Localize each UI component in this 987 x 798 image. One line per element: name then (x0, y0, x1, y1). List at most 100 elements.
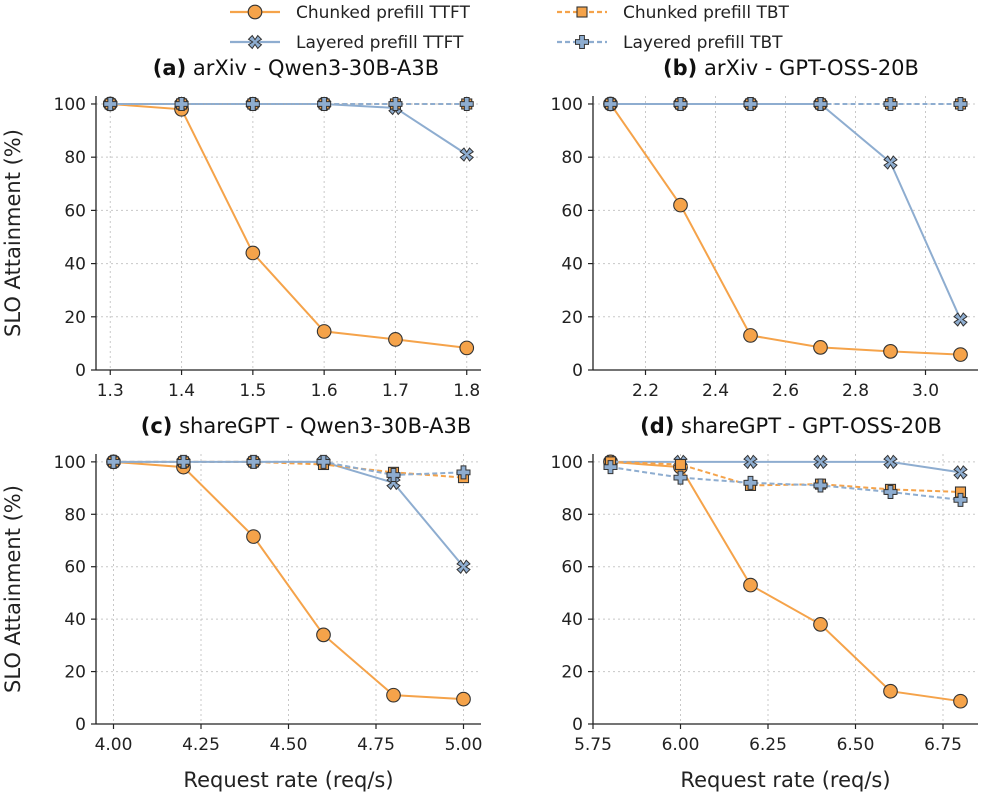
y-tick-label: 40 (561, 255, 583, 275)
x-tick-label: 2.8 (842, 381, 869, 401)
series-group (603, 454, 968, 709)
y-tick-label: 0 (75, 715, 86, 735)
y-tick-label: 20 (64, 308, 86, 328)
legend: Chunked prefill TTFT Chunked prefill TBT L… (230, 3, 790, 53)
data-point-chunked-prefill-ttft (456, 691, 471, 707)
data-point-layered-prefill-tbt (176, 454, 191, 469)
x-tick-label: 4.50 (270, 735, 308, 755)
legend-label: Chunked prefill TBT (623, 3, 790, 23)
y-tick-label: 60 (64, 558, 86, 578)
series-layered-prefill-tbt (106, 454, 471, 482)
x-axis-label: Request rate (req/s) (183, 768, 393, 792)
x-tick-label: 1.7 (382, 381, 409, 401)
series-line (609, 103, 961, 356)
panel-tag: (b) (663, 56, 697, 80)
data-point-layered-prefill-tbt (883, 96, 898, 111)
legend-marker-square (576, 6, 588, 18)
panel-c: 0 20 40 60 80 100 4.00 4.25 4.50 4.75 5.00 (c) shar… (1, 414, 482, 792)
data-point-layered-prefill-tbt (246, 454, 261, 469)
y-tick-label: 80 (64, 148, 86, 168)
data-point-chunked-prefill-ttft (245, 245, 261, 261)
y-tick-label: 100 (54, 453, 86, 473)
y-tick-label: 40 (64, 255, 86, 275)
x-tick-label: 5.75 (574, 735, 612, 755)
data-point-layered-prefill-tbt (388, 96, 403, 111)
series-line (610, 460, 961, 474)
series-line (113, 460, 464, 701)
data-point-layered-prefill-tbt (603, 460, 618, 475)
x-tick-label: 3.0 (912, 381, 939, 401)
x-tick-label: 2.6 (772, 381, 799, 401)
data-point-chunked-prefill-ttft (459, 340, 475, 356)
y-tick-label: 60 (561, 201, 583, 221)
data-point-layered-prefill-ttft (883, 454, 898, 470)
data-point-chunked-prefill-ttft (743, 328, 758, 343)
data-point-chunked-prefill-ttft (743, 577, 758, 593)
y-tick-label: 100 (551, 95, 583, 115)
y-tick-label: 20 (561, 663, 583, 683)
series-line (110, 102, 468, 156)
x-tick-label: 4.25 (182, 735, 220, 755)
x-tick-label: 6.00 (662, 735, 700, 755)
x-axis-label: Request rate (req/s) (680, 768, 890, 792)
x-tick-label: 6.25 (749, 735, 787, 755)
legend-label: Layered prefill TBT (623, 33, 783, 53)
x-tick-label: 4.75 (357, 735, 395, 755)
data-point-layered-prefill-tbt (459, 96, 474, 111)
data-point-layered-prefill-tbt (603, 96, 618, 111)
data-point-layered-prefill-tbt (456, 465, 471, 480)
data-point-layered-prefill-tbt (673, 470, 688, 485)
panel-title-spacer (186, 56, 193, 80)
y-tick-label: 0 (572, 715, 583, 735)
y-tick-label: 40 (561, 610, 583, 630)
data-point-layered-prefill-tbt (174, 96, 189, 111)
data-point-layered-prefill-ttft (953, 465, 968, 480)
panel-title-spacer (697, 56, 704, 80)
panel-tag: (d) (640, 414, 674, 438)
grid (96, 96, 481, 371)
legend-marker-circle (247, 4, 263, 20)
y-tick-label: 20 (64, 663, 86, 683)
panel-tag: (a) (153, 56, 186, 80)
series-group (603, 96, 968, 362)
panel-title: (a) arXiv - Qwen3-30B-A3B (153, 56, 439, 80)
y-tick-label: 0 (572, 361, 583, 381)
x-tick-label: 1.6 (311, 381, 338, 401)
grid (96, 454, 481, 725)
data-point-layered-prefill-tbt (673, 96, 688, 111)
y-tick-label: 40 (64, 610, 86, 630)
data-point-layered-prefill-tbt (316, 454, 331, 469)
data-point-layered-prefill-ttft (883, 155, 898, 170)
x-tick-label: 6.50 (837, 735, 875, 755)
panel-d: 0 20 40 60 80 100 5.75 6.00 6.25 6.50 6.75 (d) shar… (551, 414, 978, 792)
series-layered-prefill-tbt (603, 460, 968, 507)
panel-title: (d) shareGPT - GPT-OSS-20B (640, 414, 942, 438)
legend-entry-layered-prefill-ttft: Layered prefill TTFT (230, 33, 464, 53)
x-tick-label: 1.3 (97, 381, 124, 401)
data-point-chunked-prefill-ttft (246, 529, 261, 544)
y-tick-label: 60 (64, 201, 86, 221)
x-tick-label: 2.4 (702, 381, 729, 401)
data-point-layered-prefill-ttft (813, 454, 828, 470)
data-point-layered-prefill-tbt (106, 454, 121, 469)
data-point-layered-prefill-tbt (743, 475, 758, 490)
legend-marker-plus (575, 35, 589, 49)
grid (592, 454, 978, 725)
data-point-chunked-prefill-ttft (316, 324, 332, 339)
panel-title-text: arXiv - GPT-OSS-20B (704, 56, 919, 80)
x-tick-label: 1.8 (453, 381, 480, 401)
data-point-chunked-prefill-ttft (813, 340, 828, 355)
data-point-chunked-prefill-ttft (883, 683, 898, 699)
y-axis-label: SLO Attainment (%) (1, 485, 25, 693)
data-point-chunked-prefill-ttft (388, 332, 403, 347)
data-point-layered-prefill-tbt (813, 478, 828, 493)
data-point-layered-prefill-tbt (953, 96, 968, 111)
data-point-layered-prefill-ttft (459, 147, 474, 162)
data-point-chunked-prefill-tbt (674, 458, 687, 471)
series-chunked-prefill-ttft (102, 96, 475, 356)
y-axis-label: SLO Attainment (%) (1, 129, 25, 337)
series-chunked-prefill-tbt (604, 456, 967, 498)
y-tick-label: 80 (64, 505, 86, 525)
legend-entry-chunked-prefill-ttft: Chunked prefill TTFT (230, 3, 470, 23)
x-tick-label: 1.5 (239, 381, 266, 401)
